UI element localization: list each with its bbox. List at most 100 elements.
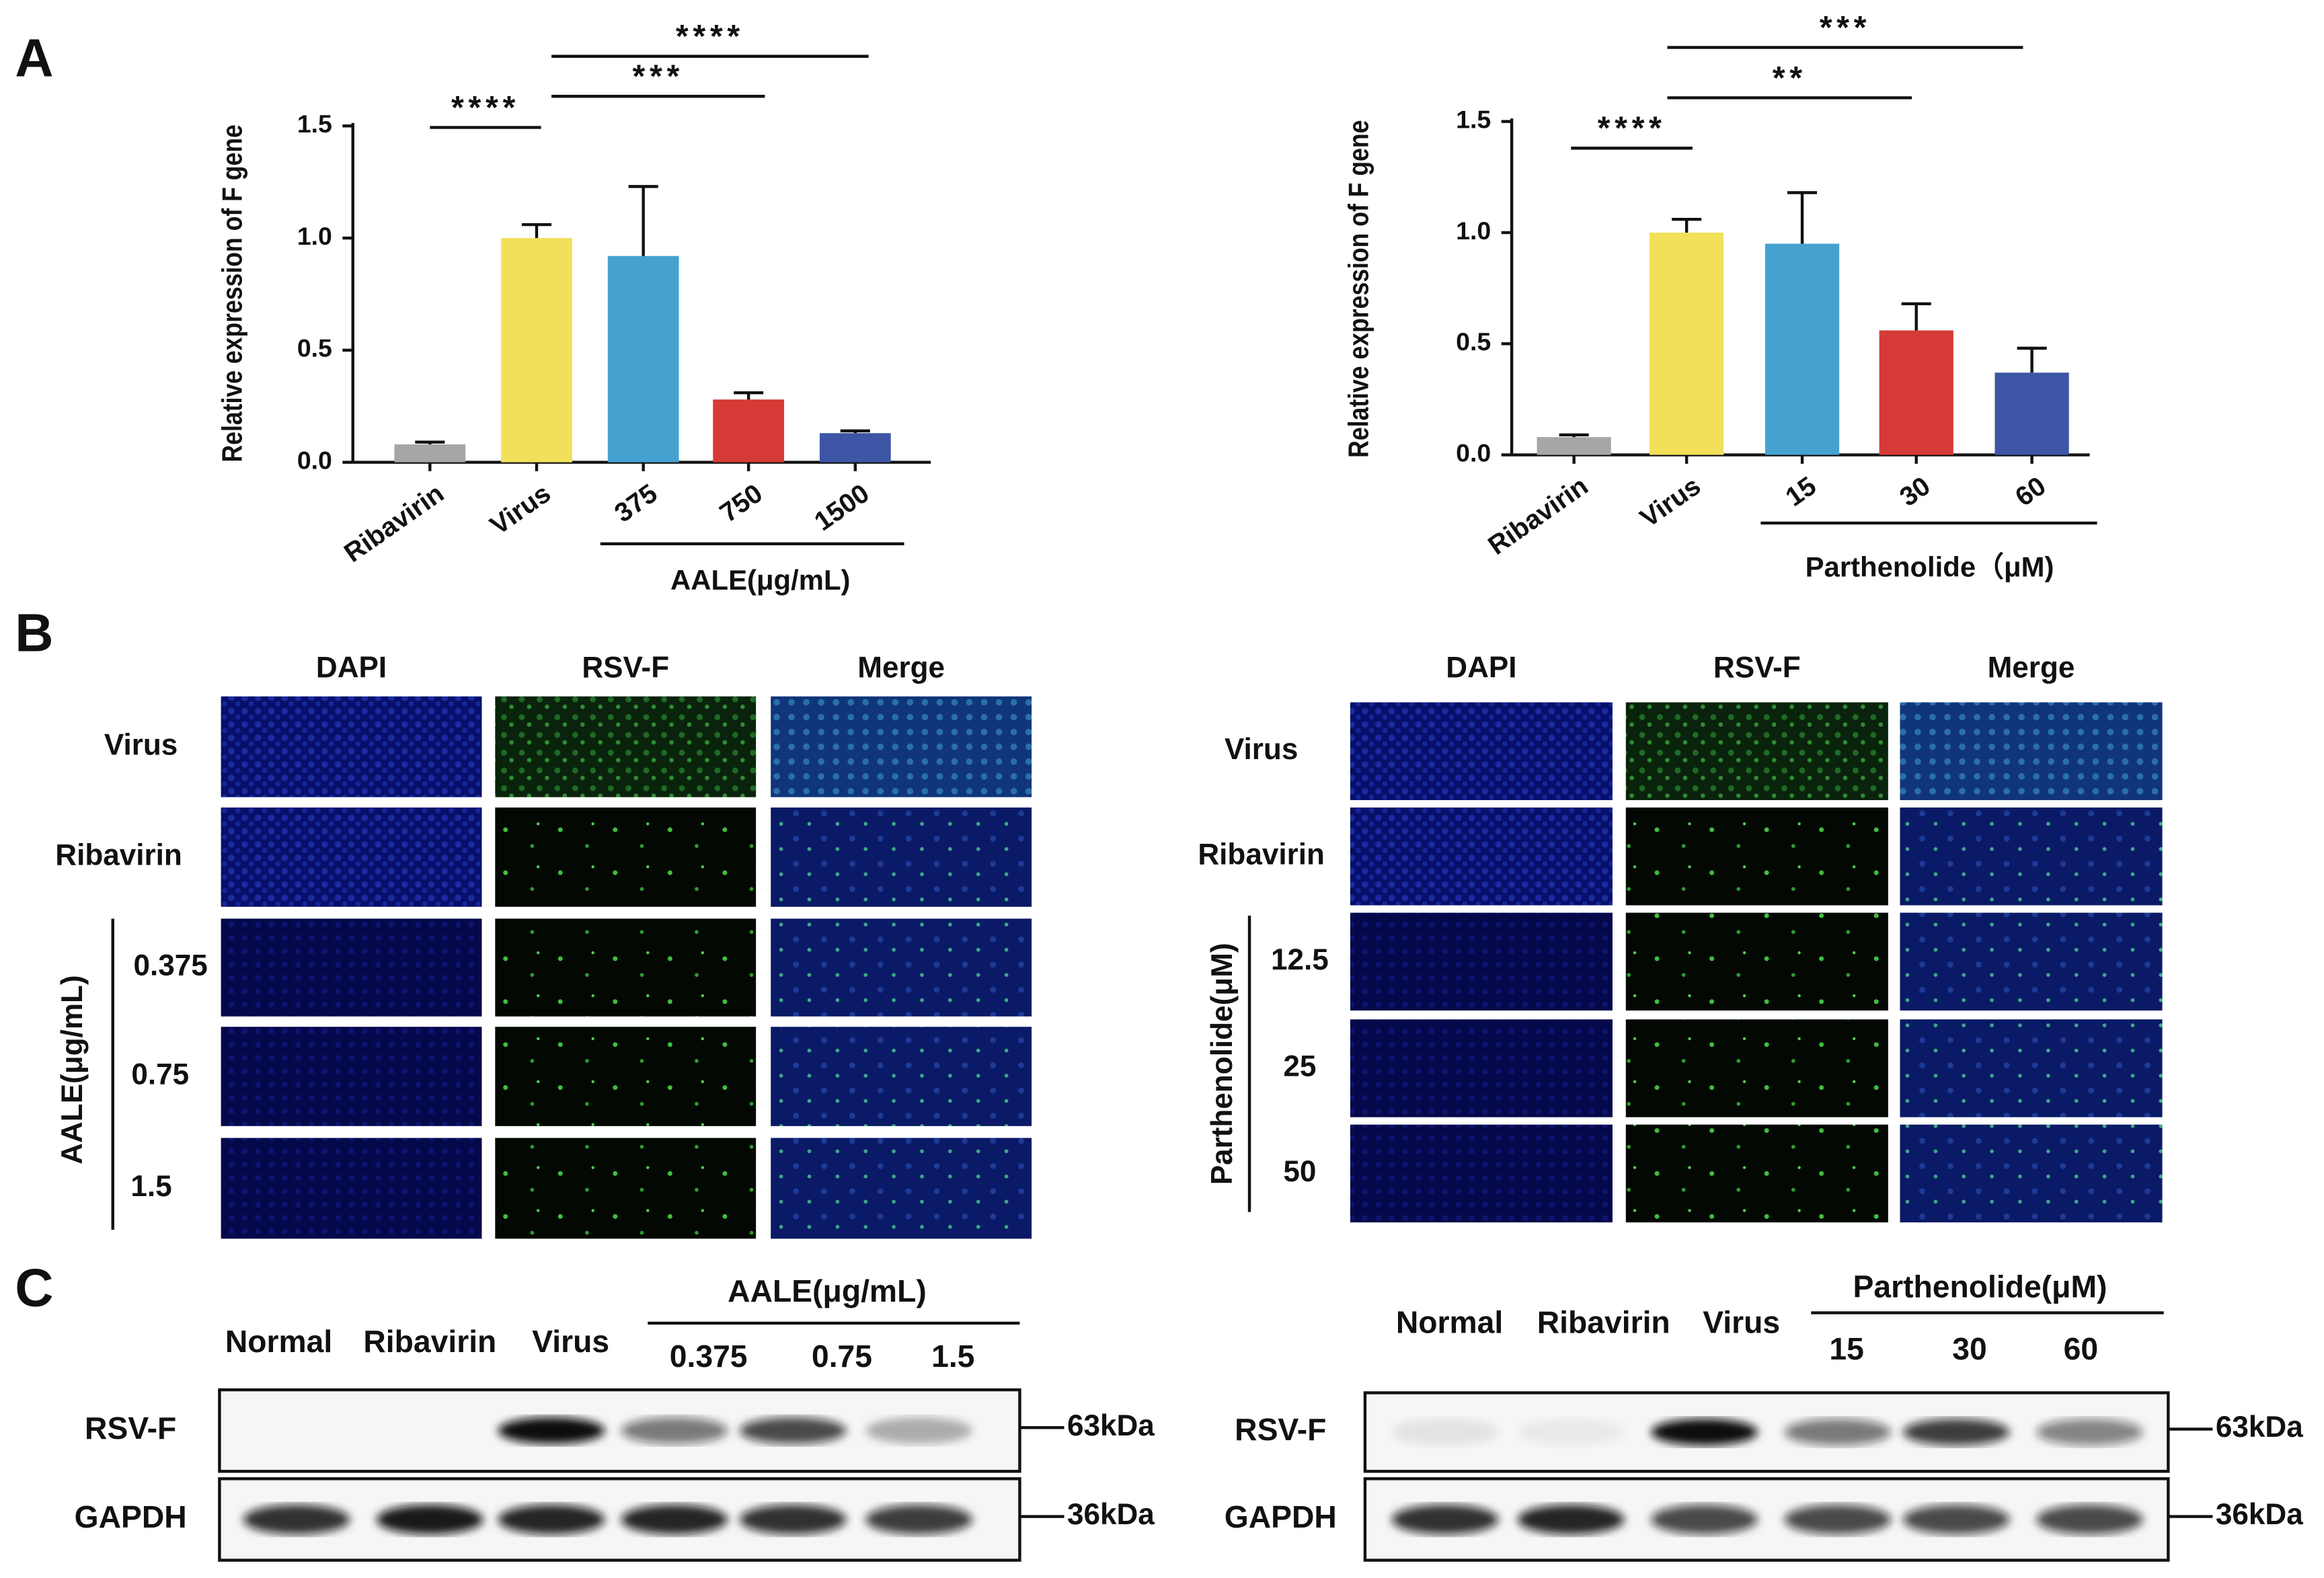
size-label: 63kDa [2216,1411,2303,1444]
micrograph [1350,1019,1613,1117]
lane-label: 0.375 [670,1339,748,1374]
band [498,1504,605,1534]
significance-label: **** [451,89,520,126]
band [739,1504,847,1534]
micrograph [1625,702,1888,801]
blot [1363,1477,2170,1562]
band [498,1417,605,1444]
significance-label: **** [1598,110,1666,147]
micrograph [771,918,1032,1017]
column-header: RSV-F [1713,652,1801,684]
micrograph [495,918,757,1017]
lane-label: Ribavirin [363,1324,496,1359]
row-label: 0.375 [134,949,208,982]
row-label: RSV-F [85,1411,176,1446]
bar [1537,437,1611,455]
micrograph [221,696,482,797]
row-label: 25 [1283,1050,1316,1083]
bar [1994,372,2069,455]
micrograph [1900,1124,2163,1223]
band [1517,1419,1625,1446]
micrograph [495,807,757,907]
micrograph [771,696,1032,797]
significance-label: *** [633,58,684,95]
significance-label: ** [1773,60,1807,96]
micrograph [495,1138,757,1239]
size-label: 36kDa [2216,1498,2303,1531]
group-label: Parthenolide(μM) [1206,943,1239,1185]
x-tick-label: 750 [715,479,768,528]
band [1651,1504,1758,1534]
micrograph [1350,702,1613,801]
significance-label: *** [1820,9,1871,46]
bar [501,238,572,463]
group-label: Parthenolide（μM) [1806,551,2054,582]
lane-label: Normal [1396,1304,1503,1339]
band [865,1504,972,1534]
micrograph [221,918,482,1017]
band [1784,1504,1892,1534]
band [621,1417,728,1444]
significance-label: **** [676,18,744,54]
bar [394,444,466,463]
band [2036,1419,2143,1446]
micrograph [221,1138,482,1239]
y-axis-label: Relative expression of F gene [1344,120,1374,458]
y-tick-label: 0.5 [1456,327,1491,356]
row-label: 0.75 [131,1058,189,1091]
row-label: RSV-F [1235,1412,1326,1447]
column-header: RSV-F [582,652,669,684]
band [739,1417,847,1444]
lane-label: Virus [1703,1304,1780,1339]
bar [1650,232,1724,455]
lane-label: 60 [2064,1331,2098,1366]
panel-label: A [15,28,53,88]
micrograph [1900,807,2163,906]
row-label: Virus [1225,733,1298,766]
micrograph [1350,807,1613,906]
size-label: 36kDa [1067,1498,1155,1531]
x-tick-label: 375 [609,479,662,528]
y-tick-label: 0.5 [297,334,332,362]
row-label: 12.5 [1271,943,1329,976]
micrograph [221,1027,482,1126]
y-tick-label: 1.0 [1456,216,1491,245]
lane-label: 30 [1952,1331,1986,1366]
micrograph [1625,1019,1888,1117]
band [1784,1419,1892,1446]
micrograph [1625,1124,1888,1223]
x-tick-label: Virus [485,479,556,541]
x-tick-label: 15 [1780,471,1821,512]
lane-label: 1.5 [931,1339,974,1374]
bar [1879,330,1953,455]
lane-label: Virus [532,1324,609,1359]
row-label: 50 [1283,1155,1316,1188]
y-tick-label: 0.0 [1456,438,1491,467]
row-label: GAPDH [75,1499,187,1534]
band [2036,1504,2143,1534]
micrograph [771,1138,1032,1239]
micrograph [1625,912,1888,1011]
y-tick-label: 1.0 [297,222,332,250]
column-header: DAPI [316,652,387,684]
lane-label: Normal [225,1324,332,1359]
band [621,1504,728,1534]
x-tick-label: Virus [1635,471,1706,534]
group-label: AALE(μg/mL) [728,1273,927,1308]
band [1651,1419,1758,1446]
micrograph [1900,912,2163,1011]
group-label: Parthenolide(μM) [1853,1269,2107,1304]
micrograph [495,696,757,797]
micrograph [1625,807,1888,906]
y-axis-label: Relative expression of F gene [217,124,248,462]
band [1517,1504,1625,1534]
micrograph [1350,912,1613,1011]
row-label: Ribavirin [1198,838,1325,871]
group-label: AALE(μg/mL) [670,564,850,596]
x-tick-label: Ribavirin [339,479,449,568]
band [865,1417,972,1444]
micrograph [1900,702,2163,801]
bar [607,255,679,463]
